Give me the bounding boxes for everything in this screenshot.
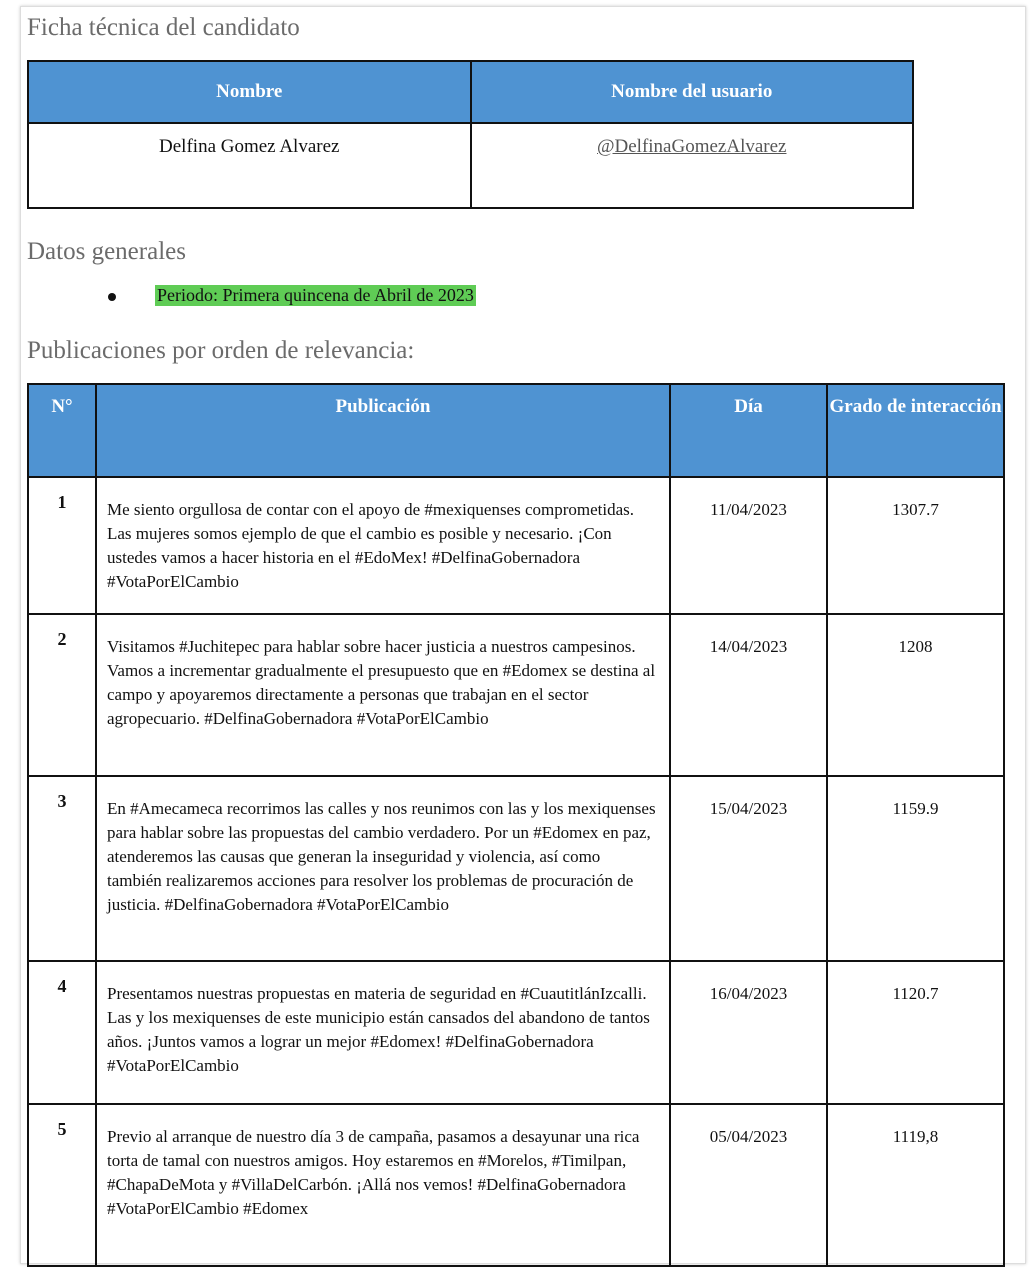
table-row: 1 Me siento orgullosa de contar con el ap… — [27, 476, 1005, 615]
table-row: 2 Visitamos #Juchitepec para hablar sobre… — [27, 613, 1005, 777]
publication-text: En #Amecameca recorrimos las calles y no… — [95, 775, 671, 962]
candidate-table: Nombre Nombre del usuario Delfina Gomez … — [27, 60, 914, 209]
row-number: 1 — [27, 476, 97, 615]
table-row: 5 Previo al arranque de nuestro día 3 de … — [27, 1103, 1005, 1267]
username-link[interactable]: @DelfinaGomezAlvarez — [597, 136, 787, 157]
row-number: 5 — [27, 1103, 97, 1267]
row-number: 2 — [27, 613, 97, 777]
datos-title: Datos generales — [27, 238, 186, 265]
publication-text: Previo al arranque de nuestro día 3 de c… — [95, 1103, 671, 1267]
publications-table: N° Publicación Día Grado de interacción … — [27, 383, 1005, 1267]
publication-day: 15/04/2023 — [669, 775, 828, 962]
table-row: 3 En #Amecameca recorrimos las calles y n… — [27, 775, 1005, 962]
period-text: Periodo: Primera quincena de Abril de 20… — [155, 285, 476, 306]
interaction-grade: 1120.7 — [826, 960, 1005, 1105]
publication-day: 14/04/2023 — [669, 613, 828, 777]
publication-day: 11/04/2023 — [669, 476, 828, 615]
publication-text: Presentamos nuestras propuestas en mater… — [95, 960, 671, 1105]
publication-day: 16/04/2023 — [669, 960, 828, 1105]
candidate-name: Delfina Gomez Alvarez — [27, 122, 472, 209]
row-number: 3 — [27, 775, 97, 962]
interaction-grade: 1208 — [826, 613, 1005, 777]
header-n: N° — [27, 383, 97, 478]
ficha-title: Ficha técnica del candidato — [27, 14, 300, 41]
header-usuario: Nombre del usuario — [469, 60, 914, 124]
table-row: 4 Presentamos nuestras propuestas en mate… — [27, 960, 1005, 1105]
row-number: 4 — [27, 960, 97, 1105]
publicaciones-title: Publicaciones por orden de relevancia: — [27, 337, 415, 364]
publication-text: Me siento orgullosa de contar con el apo… — [95, 476, 671, 615]
bullet-icon — [108, 293, 116, 301]
header-dia: Día — [669, 383, 828, 478]
header-publicacion: Publicación — [95, 383, 671, 478]
header-nombre: Nombre — [27, 60, 472, 124]
interaction-grade: 1119,8 — [826, 1103, 1005, 1267]
header-grado: Grado de interacción — [826, 383, 1005, 478]
interaction-grade: 1159.9 — [826, 775, 1005, 962]
interaction-grade: 1307.7 — [826, 476, 1005, 615]
publication-text: Visitamos #Juchitepec para hablar sobre … — [95, 613, 671, 777]
publication-day: 05/04/2023 — [669, 1103, 828, 1267]
